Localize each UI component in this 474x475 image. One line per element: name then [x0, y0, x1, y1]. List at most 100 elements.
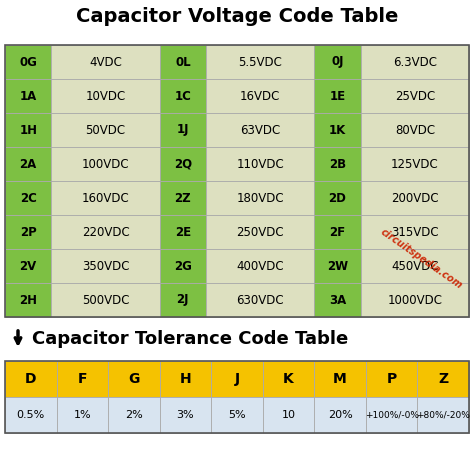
Text: 2G: 2G	[174, 259, 192, 273]
Text: 1E: 1E	[329, 89, 346, 103]
Bar	[206, 113, 314, 147]
Text: 80VDC: 80VDC	[395, 124, 435, 136]
Bar	[5, 113, 51, 147]
Bar	[314, 45, 361, 79]
Text: 3%: 3%	[177, 410, 194, 420]
Bar	[361, 45, 469, 79]
Text: 1K: 1K	[329, 124, 346, 136]
Bar	[361, 283, 469, 317]
Text: 0.5%: 0.5%	[17, 410, 45, 420]
Text: 125VDC: 125VDC	[391, 158, 439, 171]
Bar	[5, 79, 51, 113]
Bar	[263, 397, 314, 433]
Text: P: P	[386, 372, 397, 386]
Bar	[211, 361, 263, 397]
Text: 180VDC: 180VDC	[237, 191, 284, 205]
Bar	[160, 181, 206, 215]
Bar	[206, 79, 314, 113]
Text: 5%: 5%	[228, 410, 246, 420]
Text: 2H: 2H	[19, 294, 37, 306]
Bar	[206, 249, 314, 283]
Text: 110VDC: 110VDC	[237, 158, 284, 171]
Text: G: G	[128, 372, 139, 386]
Bar	[206, 283, 314, 317]
Text: circuitspedia.com: circuitspedia.com	[379, 227, 464, 291]
Text: 2%: 2%	[125, 410, 143, 420]
Bar	[418, 361, 469, 397]
Bar	[5, 397, 56, 433]
Bar	[5, 283, 51, 317]
Bar	[5, 147, 51, 181]
Bar	[160, 249, 206, 283]
Text: 200VDC: 200VDC	[391, 191, 438, 205]
Bar	[51, 113, 160, 147]
Text: 10: 10	[282, 410, 296, 420]
Bar	[361, 181, 469, 215]
Text: D: D	[25, 372, 36, 386]
Bar	[211, 397, 263, 433]
Text: 1J: 1J	[177, 124, 189, 136]
Bar	[5, 45, 51, 79]
Text: 3A: 3A	[329, 294, 346, 306]
Text: Capacitor Voltage Code Table: Capacitor Voltage Code Table	[76, 7, 398, 26]
Bar	[361, 249, 469, 283]
Text: 220VDC: 220VDC	[82, 226, 129, 238]
Bar	[314, 181, 361, 215]
Bar	[361, 113, 469, 147]
Bar	[361, 215, 469, 249]
Text: 50VDC: 50VDC	[85, 124, 126, 136]
Bar	[108, 397, 160, 433]
Text: 1%: 1%	[73, 410, 91, 420]
Bar	[51, 147, 160, 181]
Bar	[5, 215, 51, 249]
Bar	[314, 249, 361, 283]
Text: 2E: 2E	[175, 226, 191, 238]
Bar	[206, 147, 314, 181]
Bar	[160, 79, 206, 113]
Text: Capacitor Tolerance Code Table: Capacitor Tolerance Code Table	[32, 330, 348, 348]
Bar	[160, 215, 206, 249]
Text: 1A: 1A	[19, 89, 37, 103]
Bar	[314, 397, 366, 433]
Text: 16VDC: 16VDC	[240, 89, 281, 103]
Bar	[361, 79, 469, 113]
Text: 2J: 2J	[177, 294, 189, 306]
Bar	[206, 45, 314, 79]
Text: 2V: 2V	[19, 259, 37, 273]
Text: 2Z: 2Z	[174, 191, 191, 205]
Text: 2P: 2P	[20, 226, 36, 238]
Text: 630VDC: 630VDC	[237, 294, 284, 306]
Bar	[51, 215, 160, 249]
Text: 2Q: 2Q	[174, 158, 192, 171]
Bar	[366, 361, 418, 397]
Bar	[160, 113, 206, 147]
Text: K: K	[283, 372, 294, 386]
Text: 2B: 2B	[329, 158, 346, 171]
Text: 1000VDC: 1000VDC	[387, 294, 442, 306]
Text: 20%: 20%	[328, 410, 353, 420]
Bar	[108, 361, 160, 397]
Bar	[51, 181, 160, 215]
Text: 350VDC: 350VDC	[82, 259, 129, 273]
Bar	[314, 283, 361, 317]
Text: 250VDC: 250VDC	[237, 226, 284, 238]
Text: +80%/-20%: +80%/-20%	[416, 410, 470, 419]
Text: 2F: 2F	[329, 226, 346, 238]
Text: 2D: 2D	[328, 191, 346, 205]
Bar	[366, 397, 418, 433]
Text: +100%/-0%: +100%/-0%	[365, 410, 419, 419]
Text: 315VDC: 315VDC	[391, 226, 438, 238]
Bar	[56, 361, 108, 397]
Text: 2A: 2A	[19, 158, 37, 171]
Bar	[314, 215, 361, 249]
Text: 1C: 1C	[174, 89, 191, 103]
Bar	[314, 113, 361, 147]
Bar	[51, 45, 160, 79]
Text: 63VDC: 63VDC	[240, 124, 280, 136]
Text: 1H: 1H	[19, 124, 37, 136]
Text: M: M	[333, 372, 347, 386]
Bar	[51, 79, 160, 113]
Bar	[263, 361, 314, 397]
Bar	[361, 147, 469, 181]
Text: 25VDC: 25VDC	[395, 89, 435, 103]
